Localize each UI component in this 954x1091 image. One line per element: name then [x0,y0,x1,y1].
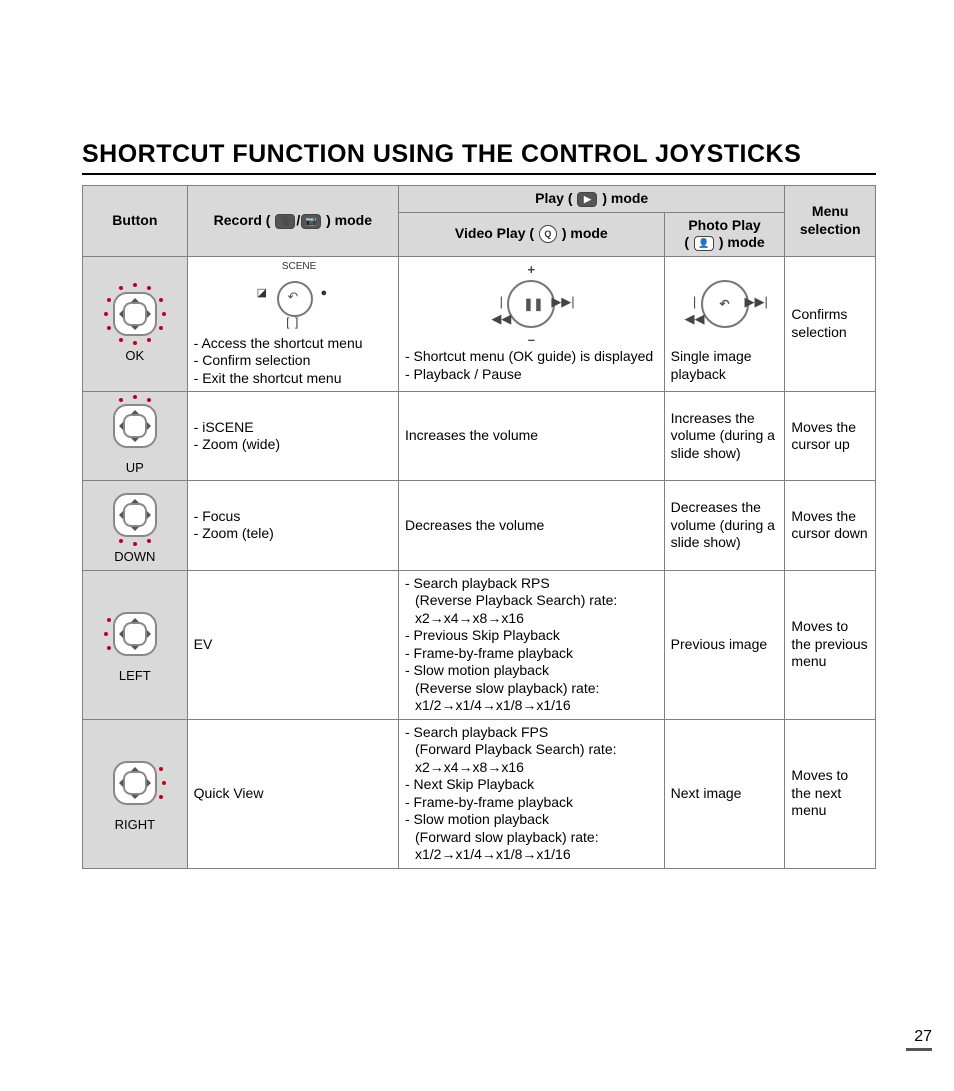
cell-ok-photo: ↶ |◀◀ ▶▶| Single image playback [664,256,785,392]
cell-down-photo: Decreases the volume (during a slide sho… [664,481,785,570]
col-photo-play: Photo Play ( 👤 ) mode [664,212,785,256]
cell-right-record: Quick View [187,719,398,868]
cell-right-menu: Moves to the next menu [785,719,876,868]
joystick-up-icon [105,396,165,456]
cell-ok-record: ↶ SCENE [ ] ◪ ● Access the shortcut menu… [187,256,398,392]
button-label: UP [89,460,181,476]
shortcut-table: Button Record ( 🎥/📷 ) mode Play ( ▶ ) mo… [82,185,876,869]
header-row-1: Button Record ( 🎥/📷 ) mode Play ( ▶ ) mo… [83,186,876,213]
joystick-down-icon [105,485,165,545]
table-row: DOWN Focus Zoom (tele) Decreases the vol… [83,481,876,570]
video-cam-icon: 🎥 [275,214,295,229]
table-row: RIGHT Quick View Search playback FPS (Fo… [83,719,876,868]
col-play: Play ( ▶ ) mode [398,186,784,213]
col-button: Button [83,186,188,257]
cell-up-menu: Moves the cursor up [785,392,876,481]
col-record: Record ( 🎥/📷 ) mode [187,186,398,257]
photo-play-icon: 👤 [694,236,714,251]
joystick-ok-icon [105,284,165,344]
cell-right-photo: Next image [664,719,785,868]
video-play-icon: Q [539,225,557,243]
cell-ok-video: ❚❚ + – |◀◀ ▶▶| Shortcut menu (OK guide) … [398,256,664,392]
joystick-right-icon [105,753,165,813]
cell-left-photo: Previous image [664,570,785,719]
cell-left-record: EV [187,570,398,719]
joystick-left-icon [105,604,165,664]
table-row: LEFT EV Search playback RPS (Reverse Pla… [83,570,876,719]
record-radial-icon: ↶ SCENE [ ] ◪ ● [249,261,337,331]
col-video-play: Video Play ( Q ) mode [398,212,664,256]
button-label: LEFT [89,668,181,684]
page-number: 27 [906,1028,932,1051]
button-label: DOWN [89,549,181,565]
cell-down-video: Decreases the volume [398,481,664,570]
table-row: OK ↶ SCENE [ ] ◪ ● Access the shortcut m… [83,256,876,392]
button-label: OK [89,348,181,364]
button-label: RIGHT [89,817,181,833]
camera-icon: 📷 [301,214,321,229]
table-row: UP iSCENE Zoom (wide) Increases the volu… [83,392,876,481]
col-menu: Menu selection [785,186,876,257]
page-number-bar-icon [906,1048,932,1051]
cell-ok-menu: Confirms selection [785,256,876,392]
cell-down-menu: Moves the cursor down [785,481,876,570]
video-radial-icon: ❚❚ + – |◀◀ ▶▶| [491,264,571,344]
photo-radial-icon: ↶ |◀◀ ▶▶| [685,264,765,344]
cell-right-video: Search playback FPS (Forward Playback Se… [398,719,664,868]
play-icon: ▶ [577,192,597,207]
cell-up-photo: Increases the volume (during a slide sho… [664,392,785,481]
cell-up-video: Increases the volume [398,392,664,481]
cell-up-record: iSCENE Zoom (wide) [187,392,398,481]
cell-left-menu: Moves to the previous menu [785,570,876,719]
cell-down-record: Focus Zoom (tele) [187,481,398,570]
page-title: SHORTCUT FUNCTION USING THE CONTROL JOYS… [82,140,876,175]
cell-left-video: Search playback RPS (Reverse Playback Se… [398,570,664,719]
